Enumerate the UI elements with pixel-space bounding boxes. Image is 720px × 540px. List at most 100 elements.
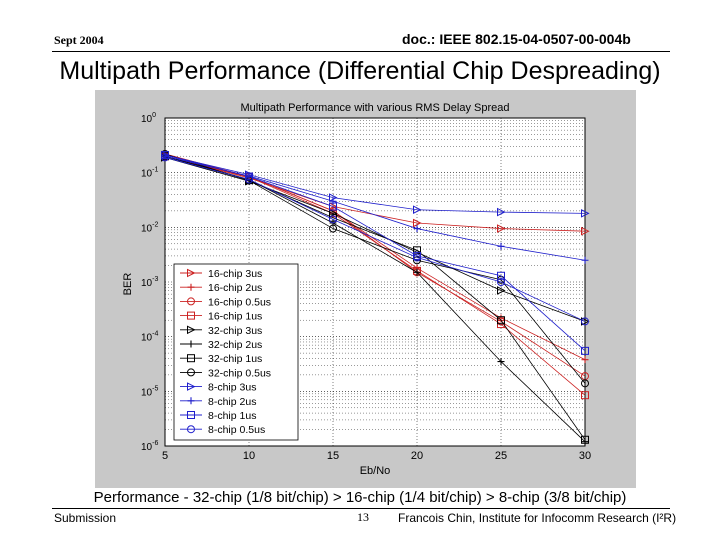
circle-marker xyxy=(329,215,337,224)
legend-label: 16-chip 0.5us xyxy=(208,296,271,308)
legend: 16-chip 3us 16-chip 2us 16-chip 0.5us 16-ch… xyxy=(173,263,299,441)
circle-marker xyxy=(245,175,253,184)
legend-item: 32-chip 3us xyxy=(180,325,262,337)
legend-item: 32-chip 1us xyxy=(180,353,262,365)
slide-caption: Performance - 32-chip (1/8 bit/chip) > 1… xyxy=(93,489,627,506)
x-tick-label: 5 xyxy=(162,450,168,462)
legend-label: 16-chip 1us xyxy=(208,311,262,323)
square-marker xyxy=(497,271,505,280)
legend-label: 32-chip 2us xyxy=(208,339,262,351)
square-marker xyxy=(581,346,589,355)
legend-label: 16-chip 3us xyxy=(208,268,262,280)
plus-marker xyxy=(581,256,589,264)
y-tick-label: 10-4 xyxy=(141,331,158,344)
series-line xyxy=(164,154,586,214)
triangle-marker xyxy=(187,268,196,278)
footer-author: Francois Chin, Institute for Infocomm Re… xyxy=(398,511,677,525)
y-tick-label: 10-2 xyxy=(141,221,158,234)
x-tick-label: 20 xyxy=(411,450,423,462)
legend-item: 16-chip 0.5us xyxy=(180,296,271,308)
legend-label: 8-chip 2us xyxy=(208,396,256,408)
circle-marker xyxy=(413,256,421,265)
footer-page-number: 13 xyxy=(357,510,369,524)
header-divider xyxy=(52,51,670,52)
x-tick-label: 10 xyxy=(243,450,255,462)
square-marker xyxy=(497,316,505,325)
y-tick-exponent: -2 xyxy=(152,221,158,228)
triangle-marker xyxy=(497,224,506,233)
square-marker xyxy=(329,202,337,211)
plus-marker xyxy=(187,283,195,291)
triangle-marker xyxy=(187,382,196,391)
circle-marker xyxy=(413,253,421,262)
x-tick-labels: 5 10 15 20 25 30 xyxy=(162,450,591,462)
legend-item: 32-chip 2us xyxy=(180,339,262,351)
legend-item: 32-chip 0.5us xyxy=(180,367,271,379)
circle-marker xyxy=(161,153,169,162)
plus-marker xyxy=(497,358,505,366)
y-tick-base: 10 xyxy=(141,223,153,234)
footer-submission: Submission xyxy=(54,511,117,525)
triangle-marker xyxy=(581,226,590,236)
triangle-marker xyxy=(413,218,422,228)
x-tick-label: 25 xyxy=(495,450,507,462)
y-tick-label: 10-6 xyxy=(141,440,158,453)
plus-marker xyxy=(329,197,337,205)
plus-marker xyxy=(413,268,421,276)
plus-marker xyxy=(497,242,505,250)
legend-item: 8-chip 3us xyxy=(180,382,256,394)
y-tick-exponent: -1 xyxy=(152,167,158,174)
header-doc-id: doc.: IEEE 802.15-04-0507-00-004b xyxy=(402,31,631,47)
square-marker xyxy=(187,411,195,419)
data-series xyxy=(161,149,590,446)
y-tick-label: 10-1 xyxy=(141,167,158,180)
circle-marker xyxy=(187,425,195,434)
triangle-marker xyxy=(497,207,506,217)
triangle-marker xyxy=(497,286,506,295)
y-tick-base: 10 xyxy=(141,333,153,344)
triangle-marker xyxy=(581,209,590,218)
triangle-marker xyxy=(187,325,196,335)
circle-marker xyxy=(329,224,337,233)
square-marker xyxy=(245,172,253,181)
x-axis-label: Eb/No xyxy=(360,465,391,477)
slide-title: Multipath Performance (Differential Chip… xyxy=(59,57,661,85)
figure-panel: 100 10-1 10-2 10-3 10-4 10-5 10-6 5 10 15 20 25 30 … xyxy=(95,90,636,488)
legend-item: 16-chip 3us xyxy=(180,268,262,280)
y-tick-label: 10-3 xyxy=(141,276,158,289)
square-marker xyxy=(187,311,195,320)
y-tick-exponent: -3 xyxy=(152,276,158,283)
legend-label: 32-chip 1us xyxy=(208,353,262,365)
legend-item: 16-chip 1us xyxy=(180,311,262,323)
y-tick-base: 10 xyxy=(141,387,153,398)
y-tick-exponent: -6 xyxy=(152,440,158,447)
legend-item: 16-chip 2us xyxy=(180,282,262,294)
plus-marker xyxy=(581,356,589,364)
legend-label: 8-chip 3us xyxy=(208,382,256,394)
legend-label: 32-chip 3us xyxy=(208,325,262,337)
y-tick-exponent: -4 xyxy=(152,331,158,338)
series-line xyxy=(164,157,586,322)
y-tick-label: 10-5 xyxy=(141,385,158,398)
plus-marker xyxy=(187,397,195,405)
plus-marker xyxy=(413,225,421,233)
circle-marker xyxy=(581,379,589,388)
legend-item: 8-chip 2us xyxy=(180,396,256,408)
x-tick-label: 15 xyxy=(327,450,339,462)
circle-marker xyxy=(581,317,589,326)
square-marker xyxy=(581,435,589,444)
header-date: Sept 2004 xyxy=(54,33,104,47)
y-tick-exponent: -5 xyxy=(152,385,158,392)
circle-marker xyxy=(187,297,195,306)
legend-label: 8-chip 1us xyxy=(208,410,256,422)
footer-divider xyxy=(52,508,670,509)
y-tick-base: 10 xyxy=(141,114,153,125)
legend-label: 16-chip 2us xyxy=(208,282,262,294)
series-line xyxy=(164,157,586,322)
legend-item: 8-chip 0.5us xyxy=(180,424,265,436)
square-marker xyxy=(187,354,195,363)
y-tick-exponent: 0 xyxy=(152,112,156,119)
y-tick-label: 100 xyxy=(141,112,156,125)
plus-marker xyxy=(187,340,195,348)
